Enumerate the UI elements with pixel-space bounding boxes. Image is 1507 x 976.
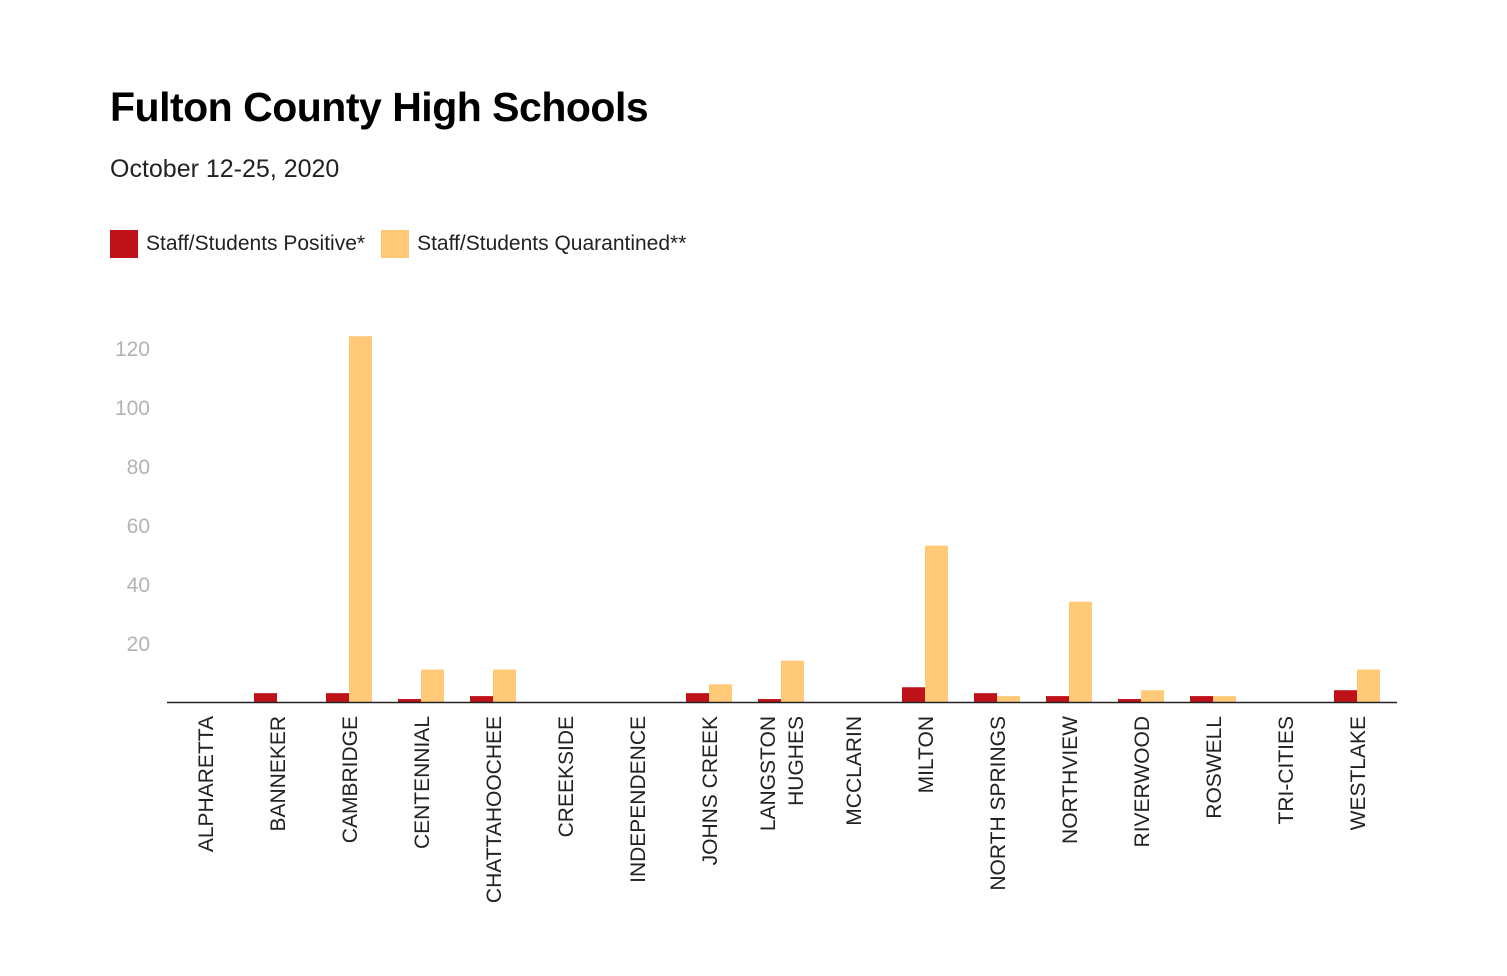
x-tick-label-line: HUGHES — [785, 716, 808, 806]
x-tick-label: MCCLARIN — [843, 716, 866, 826]
bar-positive — [1190, 696, 1213, 702]
bar-quarantined — [1357, 669, 1380, 702]
x-tick-label-line: CHATTAHOOCHEE — [483, 716, 506, 903]
x-tick-label-line: ROSWELL — [1203, 716, 1226, 819]
bar-positive — [254, 693, 277, 702]
x-tick-label-line: MILTON — [915, 716, 938, 793]
x-tick-label-line: ALPHARETTA — [195, 716, 218, 852]
bar-positive — [758, 699, 781, 702]
bar-quarantined — [421, 669, 444, 702]
x-tick-label-line: LANGSTON — [757, 716, 780, 831]
bar-positive — [1118, 699, 1141, 702]
x-tick-label-line: CENTENNIAL — [411, 716, 434, 849]
y-tick-label: 100 — [115, 397, 150, 420]
y-tick-label: 60 — [127, 515, 150, 538]
legend-label-quarantined: Staff/Students Quarantined** — [417, 232, 687, 255]
x-tick-label-line: BANNEKER — [267, 716, 290, 832]
y-tick-label: 120 — [115, 338, 150, 361]
bar-positive — [1046, 696, 1069, 702]
bar-quarantined — [349, 336, 372, 702]
chart-title: Fulton County High Schools — [110, 84, 649, 130]
x-tick-label: TRI-CITIES — [1275, 716, 1298, 825]
bar-quarantined — [1141, 690, 1164, 702]
x-tick-label: JOHNS CREEK — [699, 716, 722, 865]
chart-subtitle: October 12-25, 2020 — [110, 155, 340, 183]
x-tick-label: ALPHARETTA — [195, 716, 218, 852]
bar-quarantined — [709, 684, 732, 702]
bar-positive — [902, 687, 925, 702]
x-tick-label-line: RIVERWOOD — [1131, 716, 1154, 847]
x-tick-label: CAMBRIDGE — [339, 716, 362, 843]
legend-swatch-quarantined — [381, 230, 410, 258]
bar-quarantined — [493, 669, 516, 702]
bar-quarantined — [1069, 601, 1092, 702]
legend-swatch-positive — [110, 230, 138, 258]
x-tick-label: CHATTAHOOCHEE — [483, 716, 506, 903]
bar-positive — [974, 693, 997, 702]
legend-item-quarantined: Staff/Students Quarantined** — [381, 230, 686, 258]
x-tick-label-line: NORTH SPRINGS — [987, 716, 1010, 891]
x-tick-label: WESTLAKE — [1347, 716, 1370, 830]
bar-positive — [398, 699, 421, 702]
x-tick-label-line: JOHNS CREEK — [699, 716, 722, 865]
bar-positive — [470, 696, 493, 702]
x-tick-label: CENTENNIAL — [411, 716, 434, 849]
x-tick-label: RIVERWOOD — [1131, 716, 1154, 847]
x-tick-label: INDEPENDENCE — [627, 716, 650, 883]
y-tick-label: 40 — [127, 574, 150, 597]
x-tick-label: NORTHVIEW — [1059, 716, 1082, 844]
x-tick-label: NORTH SPRINGS — [987, 716, 1010, 891]
bar-positive — [326, 693, 349, 702]
x-tick-label: MILTON — [915, 716, 938, 793]
legend: Staff/Students Positive* Staff/Students … — [110, 230, 702, 258]
x-tick-label-line: CREEKSIDE — [555, 716, 578, 837]
x-tick-label: BANNEKER — [267, 716, 290, 832]
bar-quarantined — [997, 696, 1020, 702]
x-tick-label: CREEKSIDE — [555, 716, 578, 837]
bar-quarantined — [781, 660, 804, 702]
x-tick-label: ROSWELL — [1203, 716, 1226, 819]
bar-quarantined — [1213, 696, 1236, 702]
bar-positive — [1334, 690, 1357, 702]
x-tick-label-line: INDEPENDENCE — [627, 716, 650, 883]
x-tick-label-line: NORTHVIEW — [1059, 716, 1082, 844]
legend-item-positive: Staff/Students Positive* — [110, 230, 365, 258]
legend-label-positive: Staff/Students Positive* — [146, 232, 366, 255]
bar-positive — [686, 693, 709, 702]
x-tick-label-line: TRI-CITIES — [1275, 716, 1298, 825]
x-tick-label-line: WESTLAKE — [1347, 716, 1370, 830]
x-tick-label: LANGSTON HUGHES — [757, 716, 808, 831]
bar-quarantined — [925, 545, 948, 702]
y-tick-label: 20 — [127, 633, 150, 656]
x-tick-label-line: MCCLARIN — [843, 716, 866, 826]
x-tick-label-line: CAMBRIDGE — [339, 716, 362, 843]
y-tick-label: 80 — [127, 456, 150, 479]
